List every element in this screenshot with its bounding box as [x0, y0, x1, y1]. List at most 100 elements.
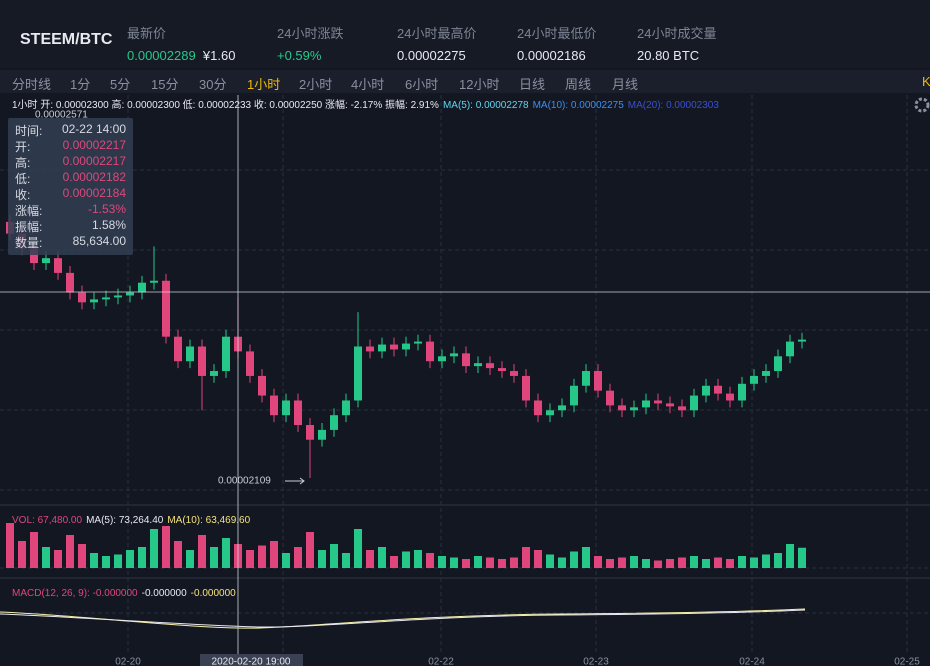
cny-price: ¥1.60	[202, 48, 236, 63]
tab[interactable]: 1分	[70, 77, 91, 92]
macd-bar: MACD(12, 26, 9): -0.000000 -0.000000 -0.00…	[12, 588, 236, 599]
volume-bar	[378, 547, 386, 568]
tab[interactable]: 5分	[110, 77, 131, 92]
candle-body	[726, 393, 734, 401]
volume-bar	[486, 557, 494, 568]
stat-value: 0.00002275	[397, 48, 466, 63]
stat-value: 0.00002186	[517, 48, 586, 63]
volume-bar	[66, 535, 74, 568]
tab[interactable]: 4小时	[351, 77, 385, 92]
info-text: 1小时 开: 0.00002300 高: 0.00002300 低: 0.000…	[12, 98, 439, 111]
volume-bar	[498, 559, 506, 568]
candle-body	[606, 390, 614, 406]
stat-value: 0.00002289 ¥1.60	[127, 48, 235, 63]
candle-body	[474, 363, 482, 367]
volume-bar	[102, 556, 110, 568]
candle-body	[270, 395, 278, 416]
candle-body	[426, 341, 434, 362]
candle-body	[150, 280, 158, 283]
volume-bar	[174, 541, 182, 568]
candle-body	[162, 280, 170, 337]
volume-bar	[162, 526, 170, 568]
tooltip-label: 开:	[15, 140, 31, 154]
x-label: 02-23	[583, 657, 609, 666]
candle-body	[282, 400, 290, 416]
x-label: 02-25	[894, 657, 920, 666]
volume-bar	[246, 550, 254, 568]
candle-body	[654, 400, 662, 404]
stat-value: +0.59%	[277, 48, 322, 63]
vol-ma10: MA(10): 63,469.60	[167, 515, 250, 526]
volume-bar	[570, 551, 578, 568]
tooltip-row: 收: 0.00002184	[15, 186, 126, 202]
tab[interactable]: 1小时	[247, 77, 281, 92]
candle-body	[498, 368, 506, 372]
candle-body	[630, 407, 638, 411]
candle-body	[258, 375, 266, 396]
settings-icon[interactable]	[914, 97, 930, 113]
tooltip-label: 时间:	[15, 124, 43, 138]
volume-bar	[222, 538, 230, 568]
stat: 24小时成交量 20.80 BTC	[637, 23, 716, 63]
stat-label: 24小时最低价	[517, 26, 597, 41]
candle-body	[114, 295, 122, 298]
candle-body	[174, 336, 182, 362]
volume-bar	[786, 544, 794, 568]
tab[interactable]: 6小时	[405, 77, 439, 92]
tab[interactable]: 12小时	[459, 77, 500, 92]
interval-tabs: K 分时线 1分 5分 15分 30分 1小时 2小时 4小时 6小时 12小时 日线 周线 月线	[0, 70, 930, 93]
volume-bar	[546, 554, 554, 568]
volume-bar	[186, 550, 194, 568]
last-price: 0.00002289	[127, 48, 196, 63]
tab[interactable]: 2小时	[299, 77, 333, 92]
candle-body	[666, 403, 674, 407]
info-bar: 1小时 开: 0.00002300 高: 0.00002300 低: 0.000…	[12, 98, 719, 111]
volume-bar	[606, 559, 614, 568]
volume-bar	[6, 523, 14, 568]
candle-body	[594, 371, 602, 391]
candle-body	[774, 356, 782, 372]
candle-body	[558, 405, 566, 411]
volume-bar	[306, 532, 314, 568]
candle-body	[102, 297, 110, 300]
volume-bar	[90, 553, 98, 568]
stat-label: 最新价	[127, 26, 167, 41]
candle-body	[186, 346, 194, 362]
volume-bar	[354, 529, 362, 568]
candle-body	[126, 292, 134, 296]
volume-bar	[114, 554, 122, 568]
tab[interactable]: 周线	[565, 77, 592, 92]
candle-body	[342, 400, 350, 416]
tab[interactable]: 月线	[612, 77, 639, 92]
volume-bar	[762, 554, 770, 568]
tab[interactable]: K	[922, 74, 930, 89]
candle-body	[366, 346, 374, 352]
tooltip-label: 低:	[15, 172, 31, 186]
volume-bar	[294, 547, 302, 568]
tooltip-label: 振幅:	[15, 220, 43, 234]
volume-bar	[282, 553, 290, 568]
volume-bar	[522, 547, 530, 568]
volume-bar	[582, 547, 590, 568]
candle-body	[546, 410, 554, 416]
volume-bar	[318, 550, 326, 568]
macd-line	[0, 609, 806, 628]
stat: 最新价 0.00002289 ¥1.60	[127, 23, 235, 63]
tab[interactable]: 15分	[151, 77, 179, 92]
tooltip-label: 收:	[15, 188, 31, 202]
candle-body	[54, 258, 62, 273]
volume-bar	[150, 529, 158, 568]
x-label: 02-22	[428, 657, 454, 666]
vol-ma5: MA(5): 73,264.40	[86, 515, 164, 526]
candle-body	[438, 356, 446, 362]
tab[interactable]: 分时线	[12, 77, 52, 92]
tab[interactable]: 日线	[519, 77, 546, 92]
tab[interactable]: 30分	[199, 77, 227, 92]
volume-bars	[6, 523, 806, 568]
tooltip-row: 数量: 85,634.00	[15, 234, 126, 250]
candle-body	[42, 258, 50, 264]
candle-body	[534, 400, 542, 416]
stat-value: 20.80 BTC	[637, 48, 700, 63]
candle-body	[378, 344, 386, 352]
tooltip-row: 涨幅: -1.53%	[15, 202, 126, 218]
